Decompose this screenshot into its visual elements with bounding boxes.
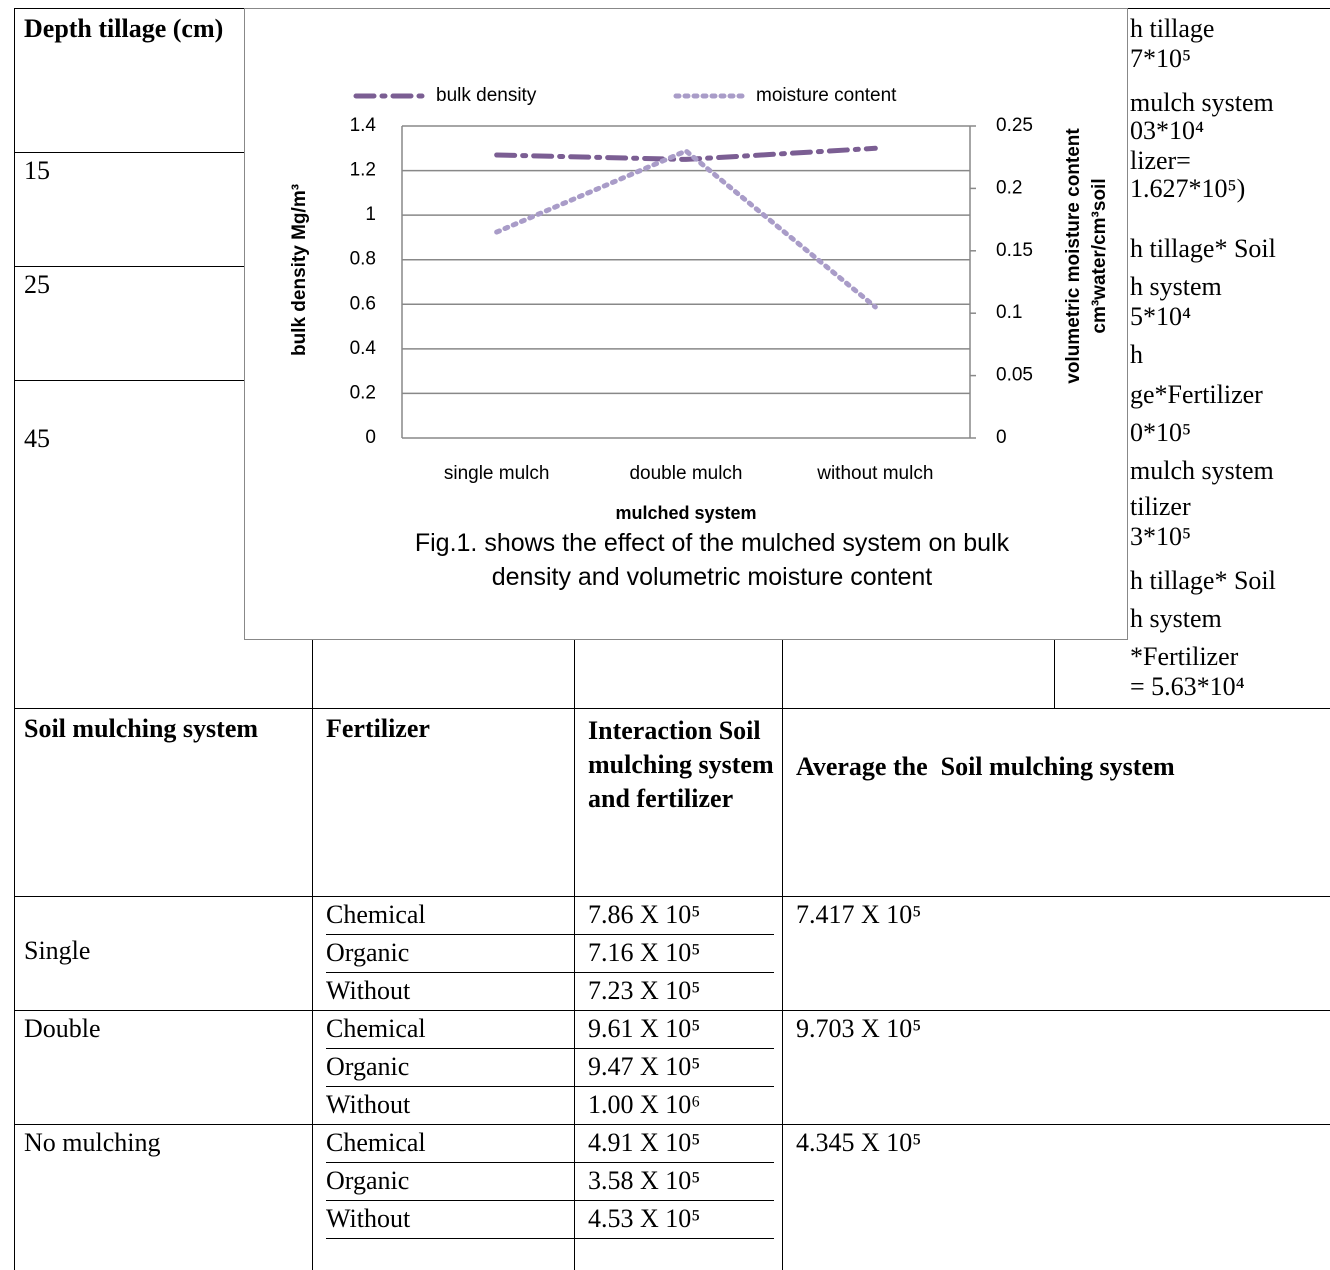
rule bbox=[326, 1086, 774, 1087]
x-tick-label: without mulch bbox=[816, 463, 933, 484]
rule bbox=[14, 152, 312, 153]
cell-interaction: 4.53 X 10⁵ bbox=[588, 1204, 701, 1233]
table-header: Soil mulching system bbox=[24, 714, 259, 743]
data-line bbox=[494, 148, 878, 310]
data-line bbox=[494, 145, 878, 162]
cell-interaction: 9.61 X 10⁵ bbox=[588, 1014, 701, 1043]
rule bbox=[326, 972, 774, 973]
x-tick-label: double mulch bbox=[629, 463, 742, 484]
rule bbox=[326, 1238, 774, 1239]
y-tick-label: 0.2 bbox=[350, 382, 376, 403]
y-tick-label: 0.6 bbox=[350, 293, 376, 314]
cell-text: mulch system bbox=[1130, 88, 1274, 117]
cell-system: Single bbox=[24, 936, 91, 965]
cell-interaction: 1.00 X 10⁶ bbox=[588, 1090, 701, 1119]
cell-fertilizer: Chemical bbox=[326, 900, 426, 929]
cell-text: tilizer bbox=[1130, 492, 1191, 521]
table-header: Average the Soil mulching system bbox=[796, 752, 1175, 781]
legend-label: moisture content bbox=[756, 85, 897, 106]
chart-frame bbox=[244, 8, 1128, 640]
cell-system: No mulching bbox=[24, 1128, 161, 1157]
cell-text: 5*10⁴ bbox=[1130, 302, 1192, 331]
rule bbox=[326, 1200, 774, 1201]
cell-text: h tillage bbox=[1130, 14, 1215, 43]
table-header: Fertilizer bbox=[326, 714, 430, 743]
rule bbox=[326, 1048, 774, 1049]
x-tick-label: single mulch bbox=[444, 463, 550, 484]
rule bbox=[14, 1124, 1330, 1125]
figure-caption: Fig.1. shows the effect of the mulched s… bbox=[414, 529, 1010, 591]
cell-fertilizer: Organic bbox=[326, 1052, 410, 1081]
y2-tick-label: 0.05 bbox=[996, 365, 1033, 386]
y2-tick-label: 0.25 bbox=[996, 115, 1033, 136]
cell-text: h tillage* Soil bbox=[1130, 234, 1276, 263]
cell-fertilizer: Without bbox=[326, 1204, 411, 1233]
cell-text: 1.627*10⁵) bbox=[1130, 174, 1246, 203]
table-header: Interaction Soil mulching system and fer… bbox=[588, 716, 774, 813]
cell-text: 03*10⁴ bbox=[1130, 116, 1205, 145]
y-tick-label: 0.8 bbox=[350, 249, 376, 270]
rule bbox=[14, 380, 312, 381]
y2-tick-label: 0.1 bbox=[996, 302, 1022, 323]
cell-text: *Fertilizer bbox=[1130, 642, 1239, 671]
y2-tick-label: 0.2 bbox=[996, 177, 1022, 198]
rule bbox=[326, 1162, 774, 1163]
rule bbox=[782, 708, 783, 1270]
cell-system: Double bbox=[24, 1014, 101, 1043]
rule bbox=[14, 266, 312, 267]
rule bbox=[14, 708, 15, 1270]
cell-text: ge*Fertilizer bbox=[1130, 380, 1263, 409]
cell-interaction: 7.86 X 10⁵ bbox=[588, 900, 701, 929]
cell-depth: 45 bbox=[24, 424, 50, 453]
cell-fertilizer: Without bbox=[326, 976, 411, 1005]
cell-interaction: 9.47 X 10⁵ bbox=[588, 1052, 701, 1081]
legend-label: bulk density bbox=[436, 85, 537, 106]
rule bbox=[312, 708, 313, 1270]
rule bbox=[14, 1010, 1330, 1011]
cell-text: h bbox=[1130, 340, 1143, 369]
cell-header: Depth tillage (cm) bbox=[24, 14, 224, 43]
cell-fertilizer: Chemical bbox=[326, 1014, 426, 1043]
cell-fertilizer: Organic bbox=[326, 1166, 410, 1195]
cell-fertilizer: Without bbox=[326, 1090, 411, 1119]
cell-fertilizer: Organic bbox=[326, 938, 410, 967]
y-axis-title: bulk density Mg/m³ bbox=[289, 184, 310, 356]
rule bbox=[14, 896, 1330, 897]
cell-text: lizer= bbox=[1130, 146, 1191, 175]
x-axis-title: mulched system bbox=[615, 503, 756, 523]
cell-text: mulch system bbox=[1130, 456, 1274, 485]
cell-depth: 25 bbox=[24, 270, 50, 299]
cell-text: h tillage* Soil bbox=[1130, 566, 1276, 595]
y-tick-label: 1.2 bbox=[350, 160, 376, 181]
y-tick-label: 0 bbox=[365, 427, 376, 448]
y-tick-label: 1.4 bbox=[350, 115, 377, 136]
y2-tick-label: 0.15 bbox=[996, 240, 1033, 261]
cell-fertilizer: Chemical bbox=[326, 1128, 426, 1157]
rule bbox=[326, 934, 774, 935]
cell-text: h system bbox=[1130, 272, 1222, 301]
cell-text: h system bbox=[1130, 604, 1222, 633]
y2-tick-label: 0 bbox=[996, 427, 1007, 448]
chart: 0 0.2 0.4 0.6 0.8 1 1.2 1.4 0 0.05 0.1 0.15 0.2 0.25 s… bbox=[244, 8, 1128, 640]
cell-interaction: 7.23 X 10⁵ bbox=[588, 976, 701, 1005]
cell-text: 7*10⁵ bbox=[1130, 44, 1192, 73]
cell-interaction: 3.58 X 10⁵ bbox=[588, 1166, 701, 1195]
cell-depth: 15 bbox=[24, 156, 50, 185]
cell-average: 4.345 X 10⁵ bbox=[796, 1128, 922, 1157]
cell-average: 9.703 X 10⁵ bbox=[796, 1014, 922, 1043]
cell-interaction: 7.16 X 10⁵ bbox=[588, 938, 701, 967]
cell-interaction: 4.91 X 10⁵ bbox=[588, 1128, 701, 1157]
cell-text: 0*10⁵ bbox=[1130, 418, 1192, 447]
cell-text: 3*10⁵ bbox=[1130, 522, 1192, 551]
rule bbox=[14, 708, 1330, 709]
cell-text: = 5.63*10⁴ bbox=[1130, 672, 1245, 701]
rule bbox=[14, 8, 15, 708]
y2-axis-title: volumetric moisture content bbox=[1063, 128, 1084, 384]
rule bbox=[574, 708, 575, 1270]
y-tick-label: 1 bbox=[365, 204, 376, 225]
y-tick-label: 0.4 bbox=[350, 338, 377, 359]
cell-average: 7.417 X 10⁵ bbox=[796, 900, 922, 929]
y2-axis-title: cm³water/cm³soil bbox=[1089, 178, 1110, 333]
